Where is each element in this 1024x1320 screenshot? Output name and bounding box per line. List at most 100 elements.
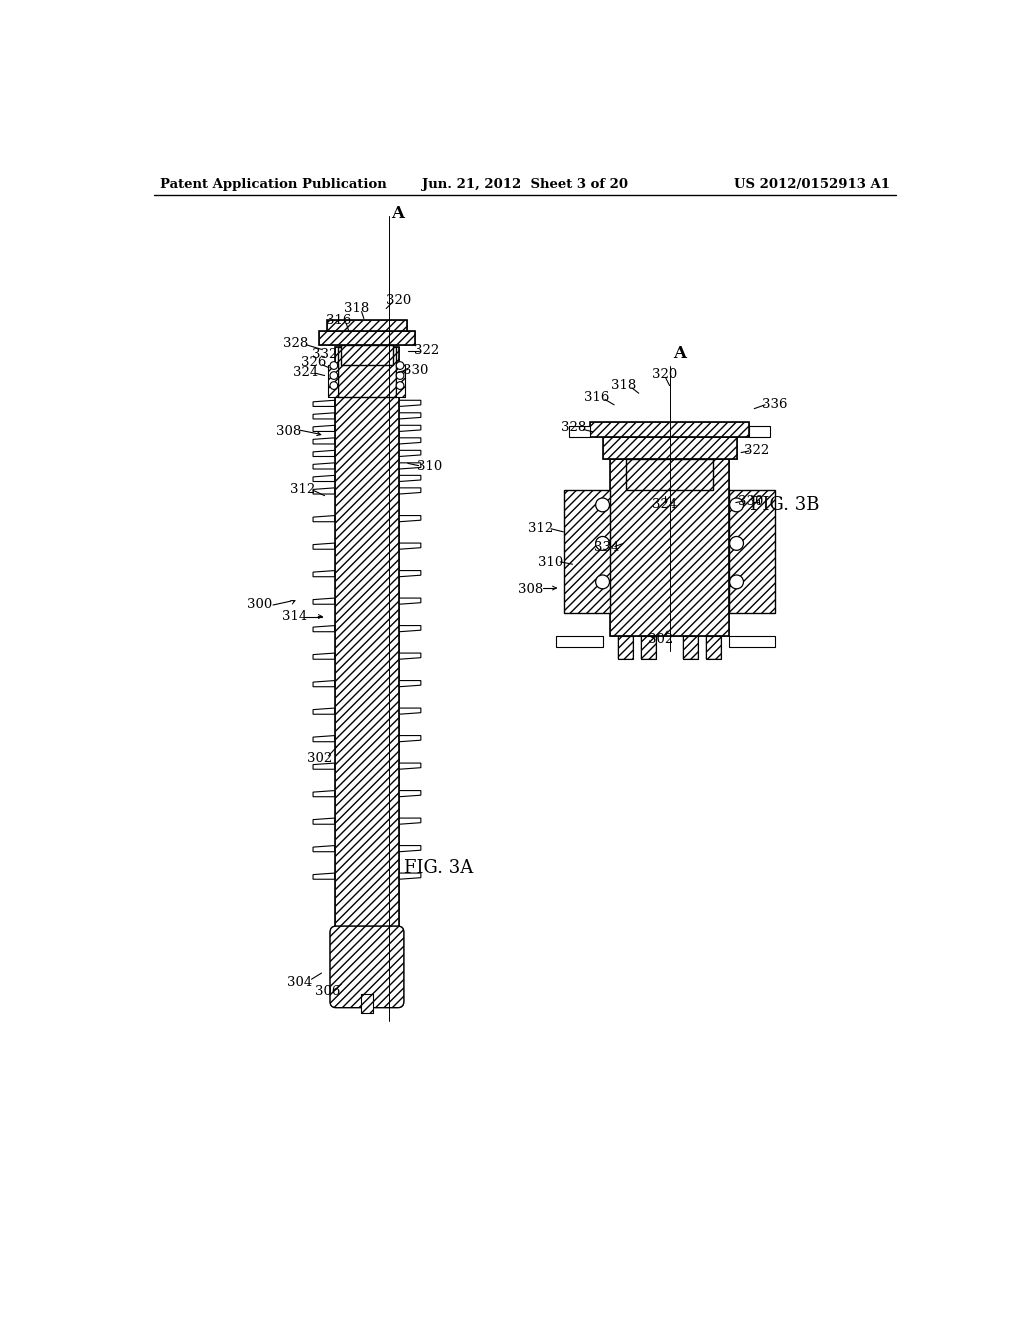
Bar xyxy=(602,437,736,459)
Polygon shape xyxy=(399,653,421,659)
Bar xyxy=(341,345,393,364)
Text: A: A xyxy=(391,205,403,222)
Bar xyxy=(327,321,407,331)
Polygon shape xyxy=(313,425,335,432)
Polygon shape xyxy=(313,400,335,407)
Circle shape xyxy=(596,576,609,589)
Bar xyxy=(327,321,407,331)
Text: 318: 318 xyxy=(343,302,369,315)
Circle shape xyxy=(730,576,743,589)
Bar xyxy=(329,364,338,397)
Text: 328: 328 xyxy=(561,421,586,434)
Text: 308: 308 xyxy=(275,425,301,438)
Polygon shape xyxy=(313,681,335,686)
Text: 302: 302 xyxy=(306,752,332,766)
Bar xyxy=(329,364,338,397)
Text: 302: 302 xyxy=(648,634,673,647)
Polygon shape xyxy=(399,598,421,605)
Bar xyxy=(617,636,634,659)
Text: 300: 300 xyxy=(247,598,272,611)
Polygon shape xyxy=(313,626,335,632)
Bar xyxy=(568,426,590,437)
Circle shape xyxy=(730,536,743,550)
Text: Jun. 21, 2012  Sheet 3 of 20: Jun. 21, 2012 Sheet 3 of 20 xyxy=(422,178,628,190)
Polygon shape xyxy=(399,438,421,444)
Text: 320: 320 xyxy=(652,367,678,380)
Bar xyxy=(626,459,714,490)
Text: 310: 310 xyxy=(417,459,442,473)
Polygon shape xyxy=(399,708,421,714)
Polygon shape xyxy=(399,413,421,418)
Bar xyxy=(360,994,373,1014)
Bar xyxy=(749,426,770,437)
Polygon shape xyxy=(313,438,335,444)
Polygon shape xyxy=(313,488,335,494)
Bar xyxy=(564,490,610,612)
Text: Patent Application Publication: Patent Application Publication xyxy=(160,178,387,190)
Text: A: A xyxy=(673,346,686,363)
Polygon shape xyxy=(313,543,335,549)
Circle shape xyxy=(396,381,403,389)
Polygon shape xyxy=(399,763,421,770)
Bar xyxy=(729,490,775,612)
Polygon shape xyxy=(399,543,421,549)
Circle shape xyxy=(730,498,743,512)
Text: 308: 308 xyxy=(518,583,544,597)
Bar xyxy=(319,331,415,345)
Bar xyxy=(335,347,399,932)
Text: 322: 322 xyxy=(744,445,769,458)
Circle shape xyxy=(330,372,338,379)
Circle shape xyxy=(396,362,403,370)
Polygon shape xyxy=(399,463,421,469)
Polygon shape xyxy=(313,873,335,879)
Text: 324: 324 xyxy=(294,366,318,379)
Text: 332: 332 xyxy=(312,348,337,362)
Bar xyxy=(396,364,406,397)
Polygon shape xyxy=(399,846,421,851)
Polygon shape xyxy=(313,818,335,824)
Polygon shape xyxy=(399,791,421,797)
Polygon shape xyxy=(313,450,335,457)
Text: 314: 314 xyxy=(282,610,307,623)
Text: 318: 318 xyxy=(610,379,636,392)
Polygon shape xyxy=(313,516,335,521)
Circle shape xyxy=(330,362,338,370)
Polygon shape xyxy=(399,873,421,879)
Bar xyxy=(338,347,396,397)
Bar xyxy=(338,347,396,397)
Bar xyxy=(641,636,656,659)
Polygon shape xyxy=(399,516,421,521)
Polygon shape xyxy=(399,400,421,407)
Text: 324: 324 xyxy=(651,499,677,511)
Text: 316: 316 xyxy=(326,314,351,326)
Polygon shape xyxy=(313,413,335,418)
Text: 304: 304 xyxy=(288,975,312,989)
Polygon shape xyxy=(313,653,335,659)
Polygon shape xyxy=(399,570,421,577)
Bar xyxy=(706,636,721,659)
Text: 312: 312 xyxy=(527,521,553,535)
Text: 322: 322 xyxy=(415,345,439,358)
Bar xyxy=(360,994,373,1014)
Polygon shape xyxy=(399,488,421,494)
Text: US 2012/0152913 A1: US 2012/0152913 A1 xyxy=(734,178,890,190)
FancyBboxPatch shape xyxy=(330,927,403,1007)
Bar xyxy=(554,343,793,647)
Bar xyxy=(319,331,415,345)
Polygon shape xyxy=(313,846,335,851)
Polygon shape xyxy=(399,425,421,432)
Bar xyxy=(335,347,399,932)
Polygon shape xyxy=(399,450,421,457)
Bar xyxy=(683,636,698,659)
Text: 312: 312 xyxy=(291,483,315,496)
Polygon shape xyxy=(313,735,335,742)
Text: 330: 330 xyxy=(402,363,428,376)
Bar xyxy=(683,636,698,659)
Bar xyxy=(729,636,775,647)
Bar xyxy=(396,364,406,397)
Circle shape xyxy=(596,536,609,550)
Text: 316: 316 xyxy=(584,391,609,404)
Bar xyxy=(556,636,602,647)
Bar xyxy=(341,345,393,364)
Polygon shape xyxy=(313,791,335,797)
